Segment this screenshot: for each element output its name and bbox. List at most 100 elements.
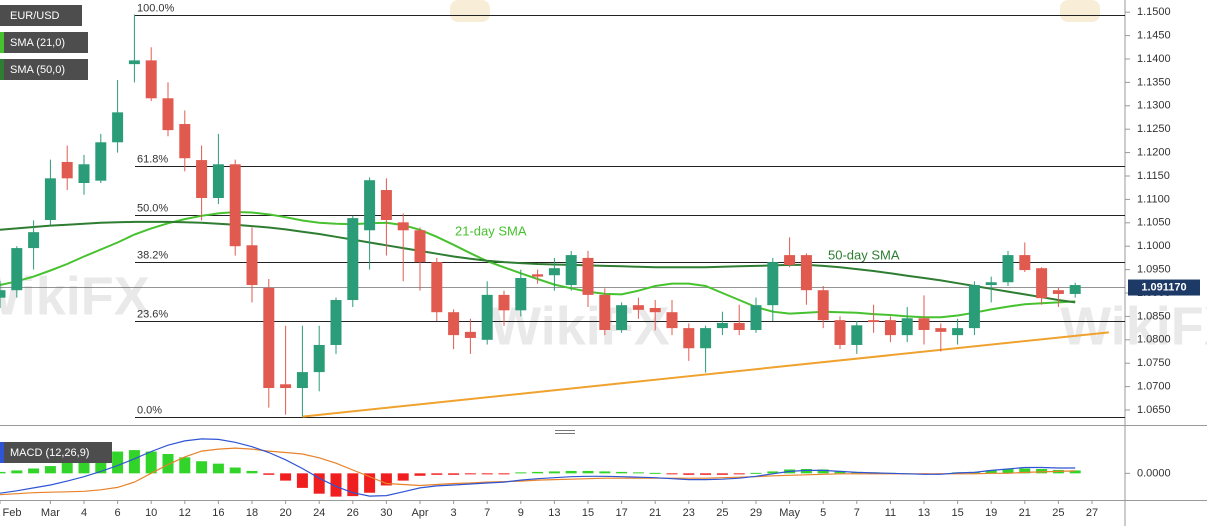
macd-histogram-bar bbox=[78, 458, 90, 474]
y-tick-label: 1.1200 bbox=[1137, 146, 1171, 158]
candle-body bbox=[599, 294, 611, 330]
fib-label: 50.0% bbox=[137, 202, 168, 214]
candle-body bbox=[632, 305, 644, 310]
fib-label: 38.2% bbox=[137, 249, 168, 261]
x-tick-label: 24 bbox=[313, 507, 325, 519]
macd-histogram-bar bbox=[448, 473, 460, 475]
candle-body bbox=[750, 305, 762, 330]
candle-body bbox=[1002, 255, 1014, 283]
candle-body bbox=[11, 248, 23, 291]
fib-label: 61.8% bbox=[137, 153, 168, 165]
x-tick-label: 11 bbox=[885, 507, 896, 519]
candle-body bbox=[767, 262, 779, 306]
candle-body bbox=[0, 290, 6, 298]
watermark-logo bbox=[1060, 0, 1100, 22]
candle-body bbox=[666, 312, 678, 329]
x-tick-label: 4 bbox=[81, 507, 87, 519]
macd-histogram-bar bbox=[985, 470, 997, 474]
candle-body bbox=[296, 372, 308, 389]
y-tick-label: 1.1300 bbox=[1137, 100, 1171, 112]
x-tick-label: 29 bbox=[750, 507, 762, 519]
macd-histogram-bar bbox=[700, 473, 712, 475]
macd-histogram-bar bbox=[61, 462, 73, 474]
candle-body bbox=[952, 328, 964, 336]
candle-body bbox=[700, 328, 712, 349]
y-tick-label: 1.0700 bbox=[1137, 381, 1171, 393]
legend-box bbox=[0, 32, 88, 53]
macd-histogram-bar bbox=[632, 472, 644, 474]
macd-histogram-bar bbox=[599, 471, 611, 474]
macd-histogram-bar bbox=[414, 473, 426, 476]
candle-body bbox=[784, 255, 796, 265]
panel-handle[interactable] bbox=[555, 430, 575, 434]
candle-body bbox=[313, 344, 325, 373]
y-tick-label: 1.0750 bbox=[1137, 357, 1171, 369]
candle-body bbox=[95, 142, 107, 181]
macd-histogram-bar bbox=[750, 472, 762, 474]
legend-label: SMA (50,0) bbox=[10, 64, 65, 76]
y-tick-label: 1.0950 bbox=[1137, 264, 1171, 276]
macd-histogram-bar bbox=[1069, 470, 1081, 474]
macd-histogram-bar bbox=[1002, 468, 1014, 474]
y-tick-label: 0.0000 bbox=[1137, 467, 1171, 479]
x-tick-label: 25 bbox=[716, 507, 728, 519]
candle-body bbox=[1069, 285, 1081, 294]
macd-histogram-bar bbox=[800, 468, 812, 474]
legend-label: MACD (12,26,9) bbox=[10, 447, 89, 459]
candle-body bbox=[196, 160, 208, 198]
legend-box bbox=[0, 442, 112, 463]
y-tick-label: 1.1350 bbox=[1137, 76, 1171, 88]
candle-body bbox=[1019, 255, 1031, 271]
candle-body bbox=[884, 320, 896, 336]
candle-body bbox=[918, 318, 930, 330]
macd-histogram-bar bbox=[1019, 468, 1031, 474]
candle-body bbox=[397, 222, 409, 231]
candle-body bbox=[935, 328, 947, 332]
candle-body bbox=[548, 268, 560, 276]
candle-body bbox=[985, 282, 997, 286]
macd-histogram-bar bbox=[666, 473, 678, 475]
x-tick-label: 13 bbox=[918, 507, 930, 519]
x-tick-label: 16 bbox=[212, 507, 224, 519]
macd-histogram-bar bbox=[179, 457, 191, 474]
macd-histogram-bar bbox=[1036, 468, 1048, 474]
candle-body bbox=[347, 218, 359, 301]
macd-histogram-bar bbox=[263, 473, 275, 475]
x-tick-label: 30 bbox=[380, 507, 392, 519]
candle-body bbox=[616, 305, 628, 330]
candle-body bbox=[481, 294, 493, 340]
macd-histogram-bar bbox=[380, 473, 392, 486]
candle-body bbox=[78, 164, 90, 184]
x-tick-label: 19 bbox=[985, 507, 997, 519]
sma-annotation: 50-day SMA bbox=[828, 247, 900, 262]
x-tick-label: 3 bbox=[451, 507, 457, 519]
candle-body bbox=[1036, 268, 1048, 299]
macd-histogram-bar bbox=[44, 466, 56, 474]
legend-accent bbox=[0, 442, 4, 463]
candle-body bbox=[179, 124, 191, 159]
candle-body bbox=[128, 60, 140, 65]
candle-body bbox=[464, 331, 476, 338]
macd-histogram-bar bbox=[532, 471, 544, 474]
x-tick-label: 7 bbox=[854, 507, 860, 519]
macd-histogram-bar bbox=[834, 470, 846, 474]
macd-histogram-bar bbox=[313, 473, 325, 494]
x-tick-label: 5 bbox=[820, 507, 826, 519]
candle-body bbox=[380, 190, 392, 220]
x-tick-label: 13 bbox=[548, 507, 560, 519]
candle-body bbox=[431, 262, 443, 313]
macd-line bbox=[0, 438, 1076, 497]
sma-line bbox=[0, 220, 1076, 304]
candle-body bbox=[683, 328, 695, 349]
candle-body bbox=[61, 161, 73, 179]
candle-body bbox=[649, 307, 661, 313]
legend-accent bbox=[0, 32, 4, 53]
y-tick-label: 1.0850 bbox=[1137, 310, 1171, 322]
candle-body bbox=[565, 255, 577, 286]
x-tick-label: 12 bbox=[179, 507, 191, 519]
x-tick-label: 15 bbox=[582, 507, 594, 519]
candle-body bbox=[162, 98, 174, 131]
candle-body bbox=[28, 232, 40, 249]
candle-body bbox=[515, 278, 527, 311]
candle-body bbox=[448, 312, 460, 336]
